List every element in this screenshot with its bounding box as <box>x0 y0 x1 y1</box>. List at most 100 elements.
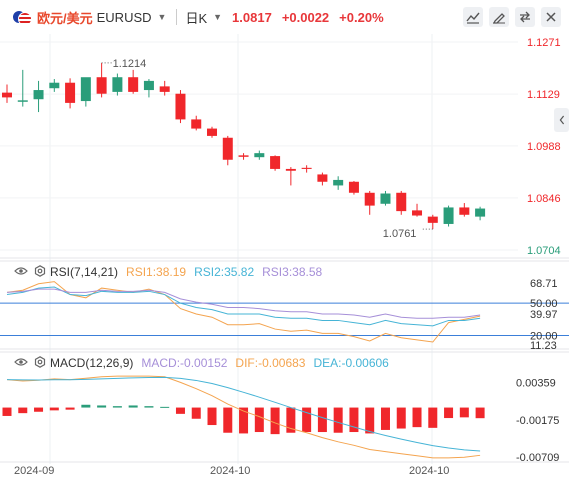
candle <box>17 69 28 107</box>
eye-icon[interactable] <box>14 265 28 279</box>
macd-bar <box>412 407 422 428</box>
compare-icon[interactable] <box>515 7 535 27</box>
candle-body <box>412 210 423 216</box>
high-label: 1.1214 <box>113 58 147 70</box>
macd-tick-label: -0.00709 <box>516 452 559 464</box>
macd-bar <box>112 406 122 408</box>
candle-body <box>254 153 265 158</box>
candle <box>301 165 312 173</box>
rsi2-value: RSI2:35.82 <box>194 265 255 279</box>
rsi-tick-label: 20.00 <box>530 331 558 343</box>
price-change-pct: +0.20% <box>339 9 384 25</box>
macd-bar <box>34 407 44 412</box>
macd-bar <box>428 407 438 428</box>
candle <box>112 73 123 96</box>
macd-bar <box>302 407 312 433</box>
rsi-line-rsi1 <box>6 281 481 343</box>
eurusd-flag-icon <box>12 10 32 26</box>
candle-body <box>443 207 454 224</box>
rsi-tick-label: 68.71 <box>530 278 558 290</box>
candle-body <box>317 174 328 182</box>
gear-icon[interactable] <box>34 355 46 371</box>
candle <box>285 167 296 186</box>
price-tick-label: 1.0704 <box>527 245 561 257</box>
macd-tick-label: 0.00359 <box>516 377 556 389</box>
macd-bar <box>239 407 249 434</box>
dif-value: DIF:-0.00683 <box>235 356 306 370</box>
candle <box>348 181 359 195</box>
macd-bar <box>18 407 28 414</box>
candle-body <box>49 82 60 89</box>
date-tick-label: 2024-10 <box>210 465 250 477</box>
period-dropdown-chevron-icon[interactable]: ▼ <box>213 12 223 22</box>
chart-line-icon[interactable] <box>463 7 483 27</box>
candle <box>65 78 76 109</box>
macd-bar <box>270 407 280 435</box>
candle-body <box>475 208 486 217</box>
macd-bar <box>223 407 233 433</box>
pair-name-cn[interactable]: 欧元/美元 <box>37 10 93 26</box>
period-selector[interactable]: 日K <box>185 10 208 26</box>
candle <box>412 203 423 217</box>
candle-body <box>159 86 170 92</box>
candle-body <box>33 90 44 100</box>
candle <box>317 172 328 186</box>
low-label: 1.0761 <box>383 228 417 240</box>
price-change: +0.0022 <box>281 9 330 25</box>
candle <box>96 62 107 98</box>
rsi-indicator-name[interactable]: RSI(7,14,21) <box>50 265 119 279</box>
pair-code[interactable]: EURUSD <box>96 9 152 25</box>
draw-pen-icon[interactable] <box>489 7 509 27</box>
candle-body <box>80 77 91 102</box>
candle-body <box>128 77 139 92</box>
rsi-tick-label: 50.00 <box>530 298 558 310</box>
candle-body <box>380 193 391 204</box>
macd-value: MACD:-0.00152 <box>141 356 228 370</box>
macd-bar <box>207 407 217 426</box>
pair-dropdown-chevron-icon[interactable]: ▼ <box>157 12 167 22</box>
dif-line <box>6 375 481 459</box>
macd-indicator-name[interactable]: MACD(12,26,9) <box>50 356 134 370</box>
macd-bar <box>317 407 327 433</box>
eye-icon[interactable] <box>14 356 28 370</box>
macd-bar <box>380 407 390 430</box>
candle-body <box>96 77 107 94</box>
rsi-line-rsi3 <box>6 288 481 319</box>
candle-body <box>238 155 249 157</box>
candle-body <box>270 156 281 169</box>
gear-icon[interactable] <box>34 264 46 280</box>
rsi-header: RSI(7,14,21) RSI1:38.19 RSI2:35.82 RSI3:… <box>0 264 322 280</box>
macd-bar <box>128 405 138 408</box>
candle <box>427 214 438 230</box>
macd-bar <box>286 407 296 433</box>
rsi-line-rsi2 <box>6 286 481 327</box>
candle <box>2 84 12 103</box>
candle <box>459 203 470 217</box>
candle-body <box>207 128 218 136</box>
candle <box>396 190 407 215</box>
candle <box>80 77 91 107</box>
candle <box>222 135 233 166</box>
candle <box>380 190 391 206</box>
candle <box>207 126 218 138</box>
macd-bar <box>475 407 485 419</box>
dea-value: DEA:-0.00606 <box>313 356 389 370</box>
candle-body <box>396 192 407 212</box>
candle-body <box>222 137 233 160</box>
candle <box>191 115 202 131</box>
expand-panel-chevron-icon[interactable] <box>554 108 569 132</box>
rsi-tick-label: 11.23 <box>530 340 557 352</box>
close-icon[interactable] <box>541 7 561 27</box>
date-tick-label: 2024-09 <box>14 465 54 477</box>
toolbar <box>463 7 561 27</box>
candle <box>475 206 486 221</box>
macd-bar <box>333 407 343 433</box>
macd-bar <box>97 405 107 408</box>
candle <box>238 153 249 160</box>
price-tick-label: 1.1271 <box>527 37 561 49</box>
candle-body <box>285 168 296 171</box>
macd-bar <box>444 407 454 419</box>
candle <box>254 150 265 160</box>
macd-bar <box>459 407 469 418</box>
